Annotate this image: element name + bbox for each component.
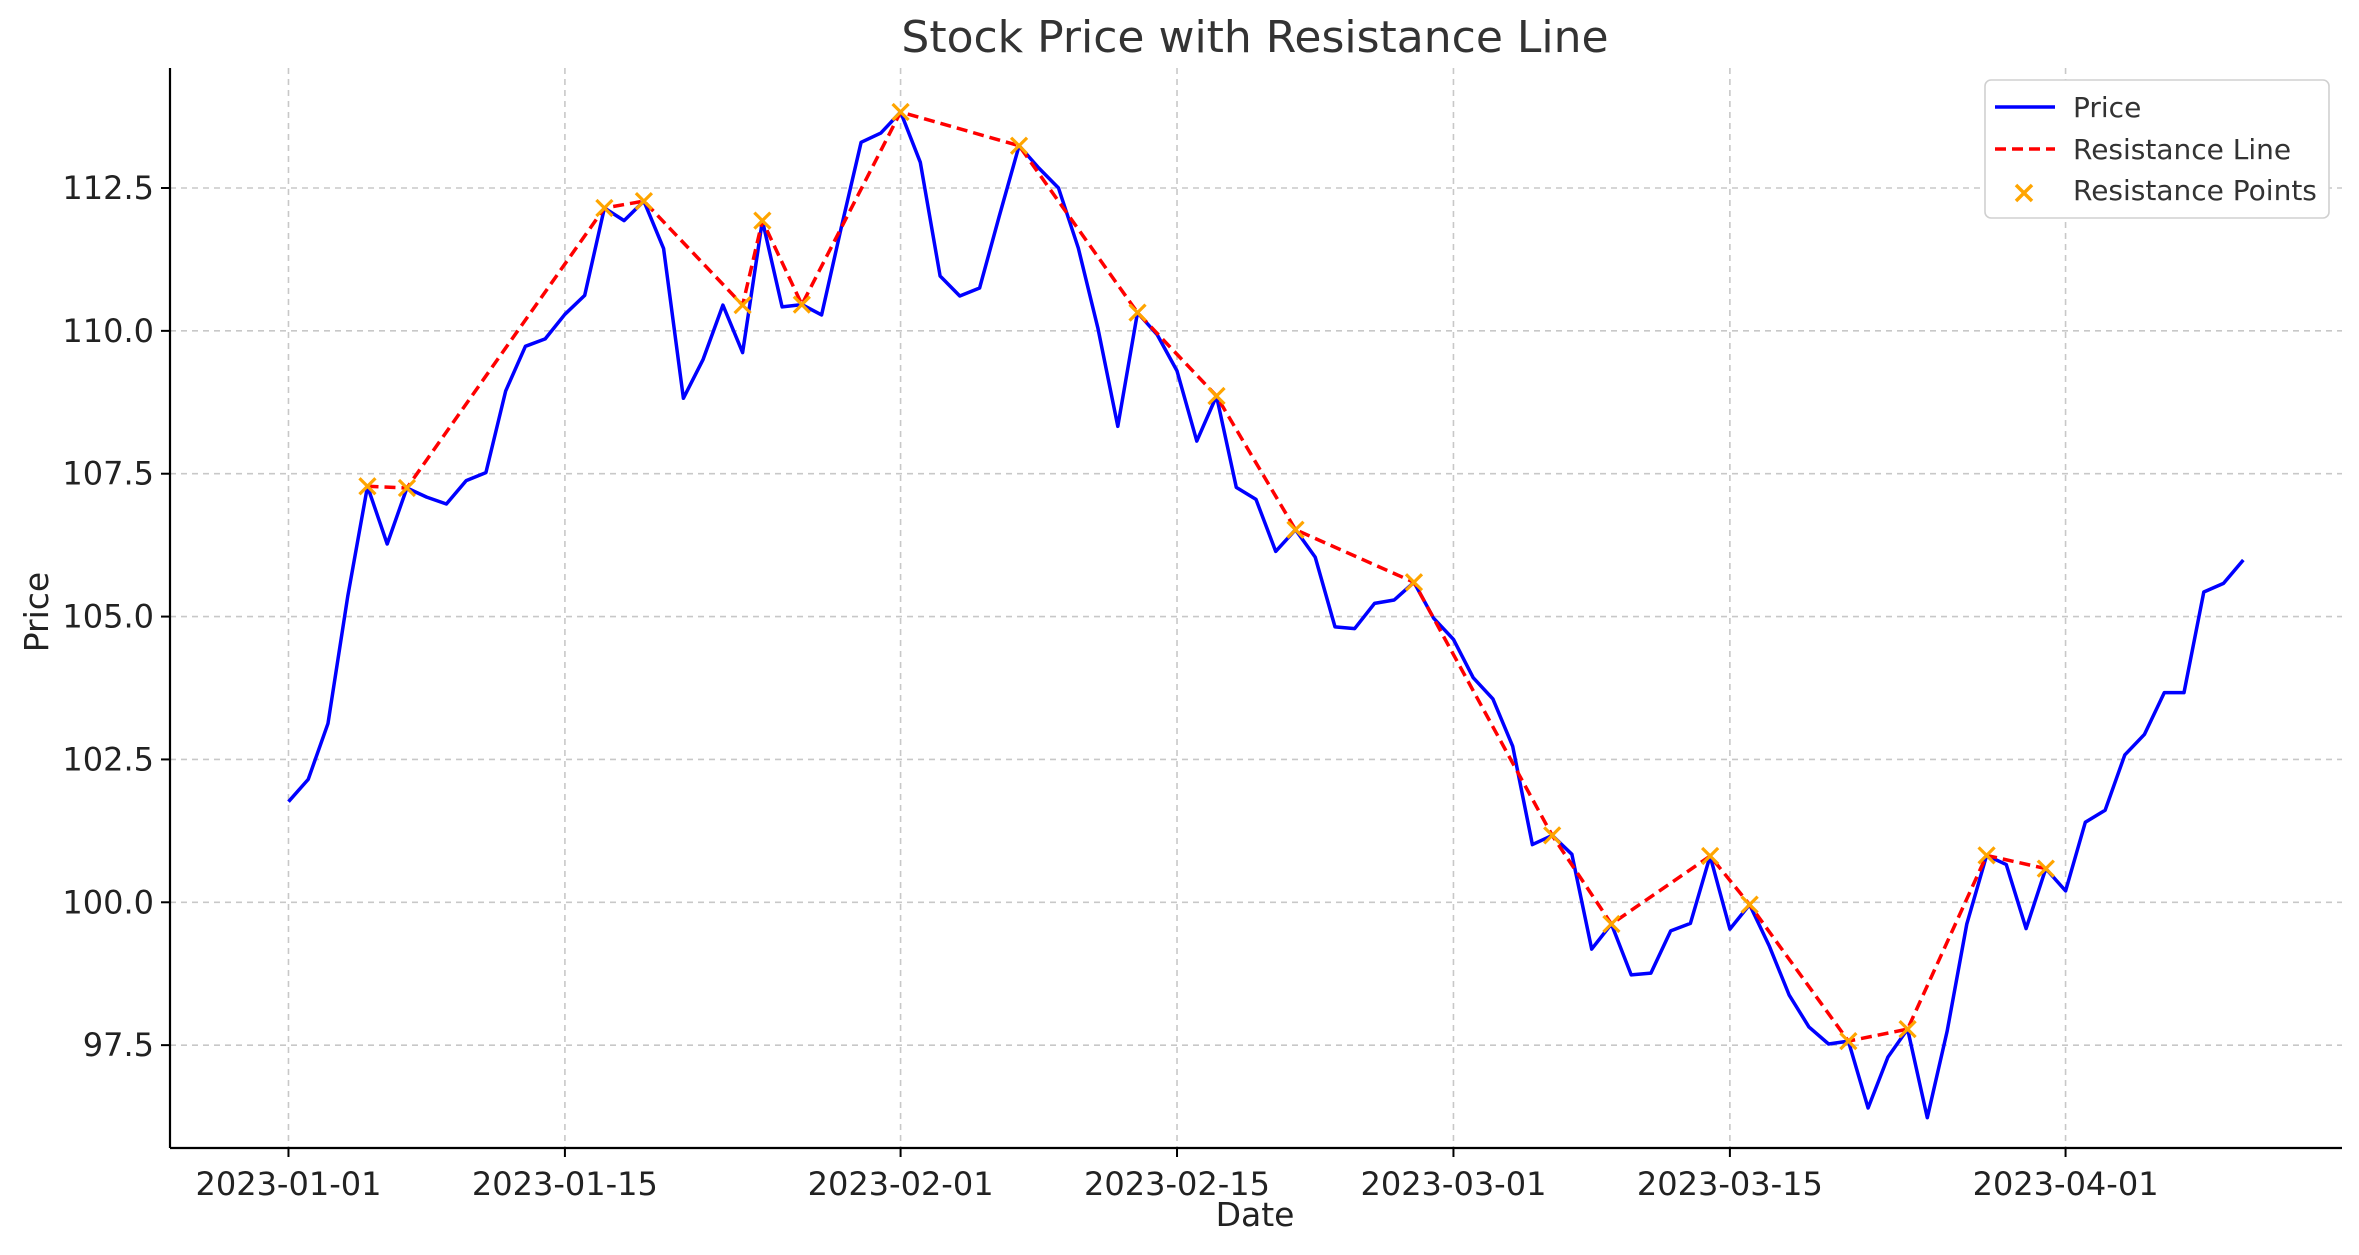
x-tick-label: 2023-03-01 [1360,1165,1546,1203]
ticks: 2023-01-01 2023-01-15 2023-02-01 2023-02-15… [62,169,2158,1203]
resistance-point-marker [1898,1020,1917,1039]
resistance-point-marker [1839,1032,1858,1051]
x-tick-label: 2023-02-15 [1084,1165,1270,1203]
y-tick-label: 97.5 [83,1026,154,1064]
resistance-point-marker [358,477,377,496]
y-tick-label: 110.0 [62,312,154,350]
y-tick-label: 107.5 [62,455,154,493]
resistance-point-marker [891,102,910,122]
grid [170,68,2342,1148]
legend-price-label: Price [2073,91,2141,124]
y-axis-label: Price [17,572,56,653]
y-tick-label: 100.0 [62,883,154,921]
x-tick-label: 2023-04-01 [1973,1165,2159,1203]
legend-box [1984,79,2330,219]
resistance-point-marker [753,211,772,230]
resistance-point-marker [1740,895,1759,914]
series [287,102,2245,1120]
axes [168,68,2342,1150]
y-tick-label: 112.5 [62,169,154,207]
x-tick-label: 2023-02-01 [808,1165,994,1203]
resistance-point-marker [1128,303,1147,322]
price-series-line [287,110,2245,1120]
resistance-point-marker [1207,386,1226,406]
resistance-point-marker [595,198,614,218]
resistance-point-marker [2036,859,2055,878]
legend: Price Resistance Line Resistance Points [1984,79,2330,219]
resistance-point-marker [792,295,811,314]
legend-resistance-points-swatch [2014,183,2034,203]
resistance-point-marker [733,296,752,315]
resistance-point-marker [634,192,654,211]
resistance-point-marker [1404,573,1424,592]
resistance-point-marker [1602,914,1621,934]
chart-title: Stock Price with Resistance Line [901,12,1608,63]
x-tick-label: 2023-01-15 [472,1165,658,1203]
x-tick-label: 2023-03-15 [1637,1165,1823,1203]
resistance-point-marker [1286,520,1305,539]
legend-resistance-line-label: Resistance Line [2073,133,2291,166]
legend-resistance-points-label: Resistance Points [2073,174,2317,207]
resistance-point-marker [1977,846,1996,865]
resistance-point-marker [1009,136,1029,155]
y-tick-label: 105.0 [62,598,154,636]
resistance-point-marker [397,478,417,498]
resistance-point-marker [1543,826,1562,845]
x-tick-label: 2023-01-01 [195,1165,381,1203]
resistance-point-marker [1701,846,1720,866]
x-axis-label: Date [1216,1195,1295,1234]
y-tick-label: 102.5 [62,740,154,778]
